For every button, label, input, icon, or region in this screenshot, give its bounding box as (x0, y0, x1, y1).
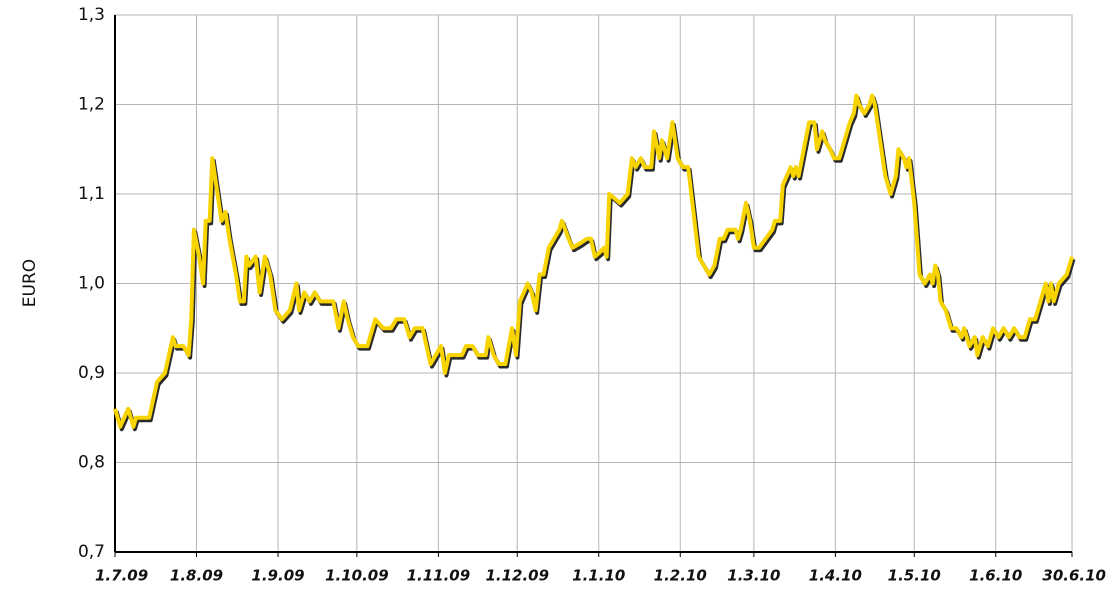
y-tick-label: 1,2 (78, 95, 105, 115)
x-tick-label: 1.8.09 (170, 567, 223, 585)
y-tick-label: 1,3 (78, 5, 105, 25)
x-tick-label: 1.6.10 (969, 567, 1022, 585)
x-tick-label: 1.11.09 (407, 567, 471, 585)
line (113, 93, 1074, 429)
line-shadow (114, 96, 1076, 432)
x-tick-label: 1.12.09 (485, 567, 549, 585)
x-tick-label: 1.1.10 (572, 567, 625, 585)
y-axis-label: EURO (20, 259, 40, 307)
x-tick-label: 1.10.09 (325, 567, 389, 585)
x-tick-label: 30.6.10 (1042, 567, 1106, 585)
y-tick-label: 0,7 (78, 542, 105, 562)
y-tick-label: 0,9 (78, 363, 105, 383)
y-tick-label: 0,8 (78, 453, 105, 473)
y-tick-label: 1,0 (78, 274, 105, 294)
x-tick-label: 1.5.10 (888, 567, 941, 585)
x-tick-label: 1.7.09 (95, 567, 148, 585)
x-tick-label: 1.9.09 (251, 567, 304, 585)
x-tick-label: 1.2.10 (654, 567, 707, 585)
x-tick-label: 1.3.10 (727, 567, 780, 585)
x-tick-label: 1.4.10 (809, 567, 862, 585)
y-tick-label: 1,1 (78, 184, 105, 204)
